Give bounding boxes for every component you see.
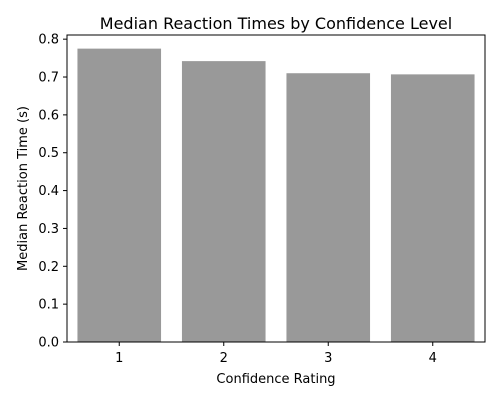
y-tick-label: 0.3: [38, 222, 59, 237]
x-tick-label: 2: [220, 351, 228, 366]
y-tick-label: 0.7: [38, 71, 59, 86]
plot-area: [77, 48, 475, 343]
y-tick-label: 0.8: [38, 33, 59, 48]
y-tick-label: 0.5: [38, 146, 59, 161]
x-tick-label: 4: [429, 351, 437, 366]
y-axis: 0.0 0.1 0.2 0.3 0.4 0.5 0.6 0.7 0.8: [38, 33, 67, 351]
y-tick-label: 0.6: [38, 108, 59, 123]
bar-3: [286, 73, 371, 342]
axes-frame: [66, 34, 486, 343]
x-axis-label: Confidence Rating: [216, 372, 335, 387]
bar-1: [77, 48, 162, 342]
y-axis-label: Median Reaction Time (s): [16, 106, 31, 271]
x-tick-label: 3: [324, 351, 332, 366]
y-tick-label: 0.4: [38, 184, 59, 199]
y-tick-label: 0.1: [38, 298, 59, 313]
y-tick-label: 0.2: [38, 260, 59, 275]
bar-2: [181, 61, 266, 343]
chart-title: Median Reaction Times by Confidence Leve…: [100, 14, 452, 33]
y-tick-label: 0.0: [38, 336, 59, 351]
x-tick-label: 1: [115, 351, 123, 366]
bar-4: [390, 74, 475, 343]
x-axis: 1 2 3 4: [115, 342, 437, 366]
